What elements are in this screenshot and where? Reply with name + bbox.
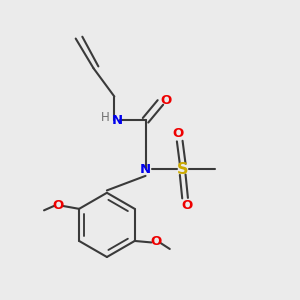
Text: H: H: [101, 111, 110, 124]
Text: O: O: [172, 127, 184, 140]
Text: O: O: [53, 199, 64, 212]
Text: O: O: [150, 235, 161, 248]
Text: N: N: [140, 163, 151, 176]
Text: N: N: [112, 114, 123, 127]
Text: S: S: [177, 162, 188, 177]
Text: O: O: [181, 199, 192, 212]
Text: O: O: [160, 94, 171, 107]
